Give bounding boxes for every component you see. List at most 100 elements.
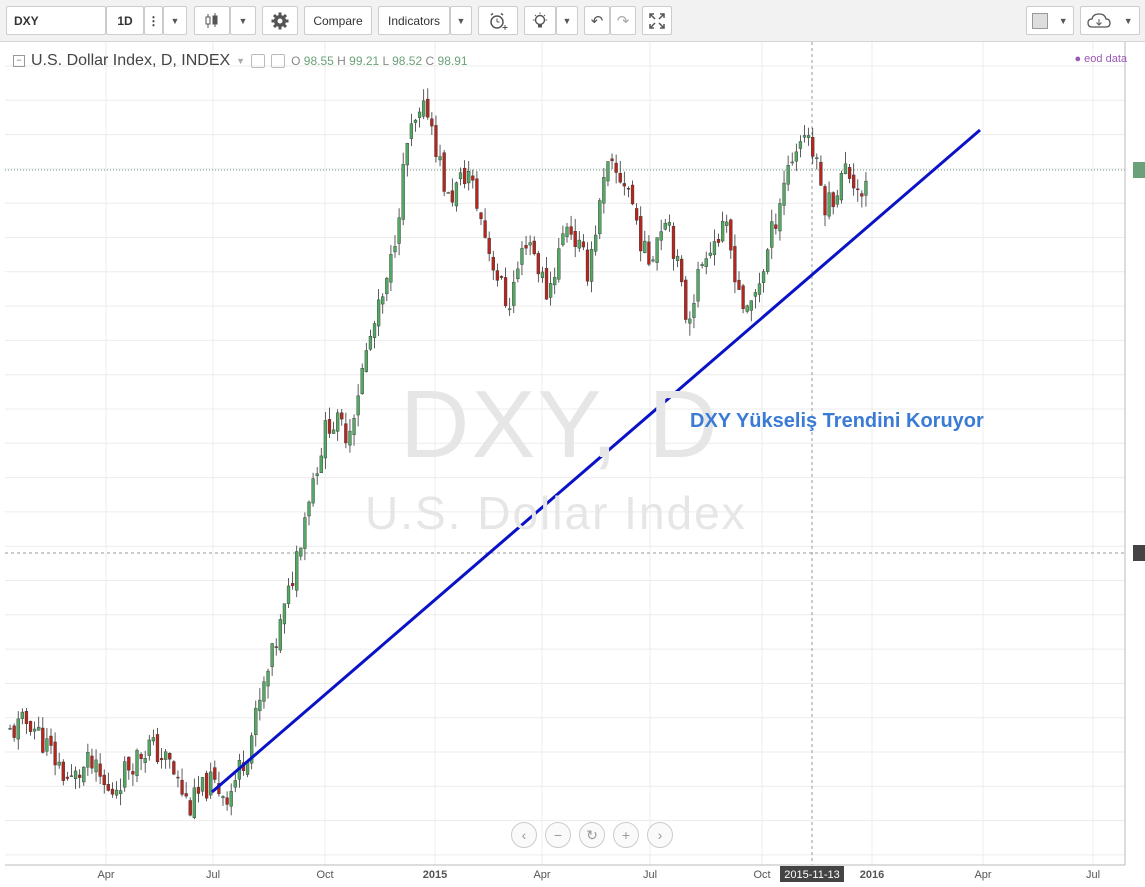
candle-body	[495, 270, 500, 281]
price-chart[interactable]: Apr Jul Oct 2015 Apr Jul Oct 2016 Apr Jul 2015-11-…	[5, 42, 1145, 887]
symbol-text: DXY	[14, 13, 39, 28]
candle-body	[475, 178, 479, 209]
candle-body	[708, 252, 712, 256]
interval-button[interactable]: 1D	[106, 6, 144, 35]
candle-body	[581, 241, 586, 248]
candle-body	[86, 752, 90, 768]
candle-body	[409, 123, 414, 139]
candle-body	[548, 283, 553, 298]
interval-dropdown-button[interactable]: ▼	[163, 6, 187, 35]
candle-body	[573, 231, 577, 247]
collapse-icon[interactable]: −	[13, 55, 25, 67]
ohlc-values: O 98.55 H 99.21 L 98.52 C 98.91	[291, 54, 467, 68]
candle-body	[442, 152, 446, 192]
candle-body	[864, 180, 868, 196]
candle-body	[327, 419, 332, 434]
candle-body	[278, 619, 282, 651]
candle-body	[28, 720, 33, 732]
indicators-dropdown[interactable]: ▼	[450, 6, 472, 35]
candle-body	[757, 283, 762, 295]
chevron-down-icon: ▼	[1123, 15, 1133, 26]
eye-icon[interactable]	[251, 54, 266, 68]
candle-body	[123, 761, 127, 788]
candle-body	[176, 776, 180, 779]
open-value: 98.55	[303, 54, 334, 68]
candle-body	[336, 412, 340, 432]
indicators-label: Indicators	[387, 13, 441, 28]
reset-button[interactable]: ↻	[579, 822, 605, 848]
chart-annotation[interactable]: DXY Yükseliş Trendini Koruyor	[690, 410, 984, 432]
time-axis-label: Apr	[97, 869, 114, 881]
candle-body	[262, 681, 266, 702]
layout-button[interactable]: ▼	[1026, 6, 1074, 35]
candle-body	[164, 751, 168, 760]
time-axis-highlight	[780, 866, 844, 882]
candle-body	[372, 323, 377, 338]
settings-icon[interactable]	[271, 54, 286, 68]
chart-style-button[interactable]	[194, 6, 230, 35]
candle-body	[184, 793, 188, 797]
candle-body	[417, 111, 422, 118]
candle-body	[65, 776, 70, 779]
interval-more-icon[interactable]: ⋮	[144, 6, 163, 35]
zoom-in-button[interactable]: +	[613, 822, 639, 848]
candle-body	[827, 192, 831, 217]
candle-body	[540, 271, 545, 278]
candle-body	[90, 755, 94, 769]
compare-button[interactable]: Compare	[304, 6, 372, 35]
candle-body	[659, 231, 663, 241]
settings-button[interactable]	[262, 6, 298, 35]
candle-body	[438, 156, 442, 161]
candle-body	[323, 420, 328, 459]
candle-body	[360, 368, 364, 395]
square-icon	[1032, 12, 1049, 29]
scroll-left-button[interactable]: ‹	[511, 822, 537, 848]
toolbar: DXY 1D ⋮ ▼ ▼ Compare	[0, 0, 1145, 42]
candle-body	[102, 774, 106, 786]
redo-button[interactable]: ↷	[610, 6, 636, 35]
candle-body	[295, 551, 299, 591]
fullscreen-button[interactable]	[642, 6, 672, 35]
open-label: O	[291, 54, 301, 68]
candle-body	[503, 277, 508, 306]
candle-body	[286, 585, 291, 604]
zoom-out-button[interactable]: −	[545, 822, 571, 848]
candle-body	[544, 268, 549, 300]
candle-body	[602, 177, 606, 204]
close-value: 98.91	[437, 54, 468, 68]
undo-button[interactable]: ↶	[584, 6, 610, 35]
candle-body	[553, 277, 557, 286]
candle-body	[225, 797, 229, 805]
undo-icon: ↶	[590, 12, 604, 30]
candle-body	[630, 184, 635, 205]
candle-body	[798, 141, 803, 149]
candle-body	[405, 143, 409, 166]
candle-body	[307, 501, 311, 517]
ideas-button[interactable]	[524, 6, 556, 35]
cloud-icon	[1087, 12, 1111, 28]
candle-body	[331, 429, 336, 434]
scroll-right-button[interactable]: ›	[647, 822, 673, 848]
candle-body	[610, 158, 614, 162]
alert-button[interactable]	[478, 6, 518, 35]
candle-body	[61, 761, 65, 781]
legend-title[interactable]: U.S. Dollar Index, D, INDEX	[31, 52, 231, 69]
candle-body	[344, 423, 348, 444]
chart-style-dropdown[interactable]: ▼	[230, 6, 256, 35]
ideas-dropdown[interactable]: ▼	[556, 6, 578, 35]
candle-body	[626, 187, 631, 190]
indicators-button[interactable]: Indicators	[378, 6, 450, 35]
candle-body	[594, 234, 598, 252]
candle-body	[16, 718, 20, 740]
cloud-save-button[interactable]: ▼	[1080, 6, 1140, 35]
candle-body	[790, 161, 794, 164]
candle-body	[32, 728, 37, 732]
candle-body	[204, 772, 209, 799]
chart-grid	[5, 42, 1125, 865]
candle-body	[688, 318, 692, 324]
candle-body	[508, 308, 512, 310]
candle-body	[37, 726, 41, 731]
symbol-input[interactable]: DXY	[6, 6, 106, 35]
chevron-down-icon[interactable]: ▼	[236, 56, 246, 66]
candle-body	[135, 750, 139, 776]
